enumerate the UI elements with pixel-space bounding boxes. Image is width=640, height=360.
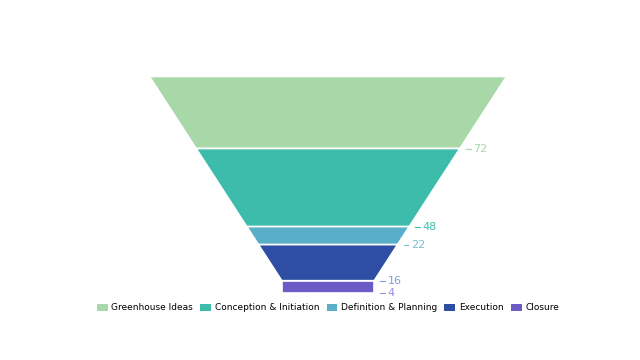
Text: 22: 22	[411, 240, 425, 249]
Text: 48: 48	[422, 222, 437, 231]
Text: 16: 16	[388, 276, 402, 286]
Text: 72: 72	[473, 144, 488, 153]
Text: 4: 4	[388, 288, 395, 298]
Polygon shape	[259, 245, 397, 281]
Polygon shape	[282, 281, 374, 293]
Legend: Greenhouse Ideas, Conception & Initiation, Definition & Planning, Execution, Clo: Greenhouse Ideas, Conception & Initiatio…	[93, 300, 563, 316]
Polygon shape	[247, 226, 409, 245]
Polygon shape	[196, 149, 460, 226]
Polygon shape	[150, 76, 507, 149]
